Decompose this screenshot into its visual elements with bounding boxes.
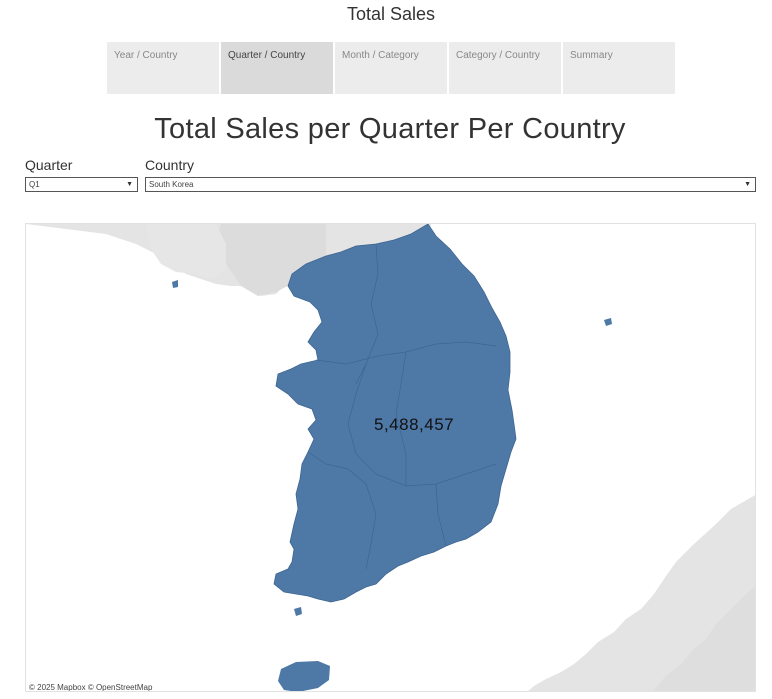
story-title: Total Sales	[346, 4, 436, 24]
map-attribution[interactable]: © 2025 Mapbox © OpenStreetMap	[29, 683, 153, 692]
land-japan-background	[528, 495, 755, 691]
tab-category-country[interactable]: Category / Country	[449, 42, 561, 94]
quarter-filter-value: Q1	[29, 180, 40, 189]
chevron-down-icon: ▼	[126, 181, 133, 188]
island-jeju	[278, 661, 330, 691]
land-japan-island	[652, 585, 755, 691]
coast-northwest	[146, 224, 226, 279]
quarter-filter-label: Quarter	[25, 157, 73, 173]
map-canvas	[26, 224, 755, 691]
map-sales-value: 5,488,457	[374, 415, 455, 434]
province-border	[395, 351, 407, 486]
story-navigator: Year / Country Quarter / Country Month /…	[107, 42, 675, 94]
quarter-filter-dropdown[interactable]: Q1 ▼	[25, 177, 138, 192]
island-ulleungdo	[604, 318, 612, 326]
country-filter-label: Country	[145, 157, 195, 173]
province-border	[355, 243, 379, 385]
country-filter-dropdown[interactable]: South Korea ▼	[145, 177, 756, 192]
sheet-title: Total Sales per Quarter Per Country	[154, 113, 626, 145]
province-border	[307, 451, 377, 570]
tab-year-country[interactable]: Year / Country	[107, 42, 219, 94]
island-west-2	[294, 607, 302, 616]
tab-month-category[interactable]: Month / Category	[335, 42, 447, 94]
tab-summary[interactable]: Summary	[563, 42, 675, 94]
province-border	[435, 483, 447, 547]
province-border	[347, 363, 497, 487]
country-filter-value: South Korea	[149, 180, 194, 189]
island-west-1	[172, 280, 178, 288]
chevron-down-icon: ▼	[744, 181, 751, 188]
tab-quarter-country[interactable]: Quarter / Country	[221, 42, 333, 94]
south-korea-region	[273, 224, 517, 603]
map-view[interactable]: 5,488,457 © 2025 Mapbox © OpenStreetMap	[25, 223, 756, 692]
